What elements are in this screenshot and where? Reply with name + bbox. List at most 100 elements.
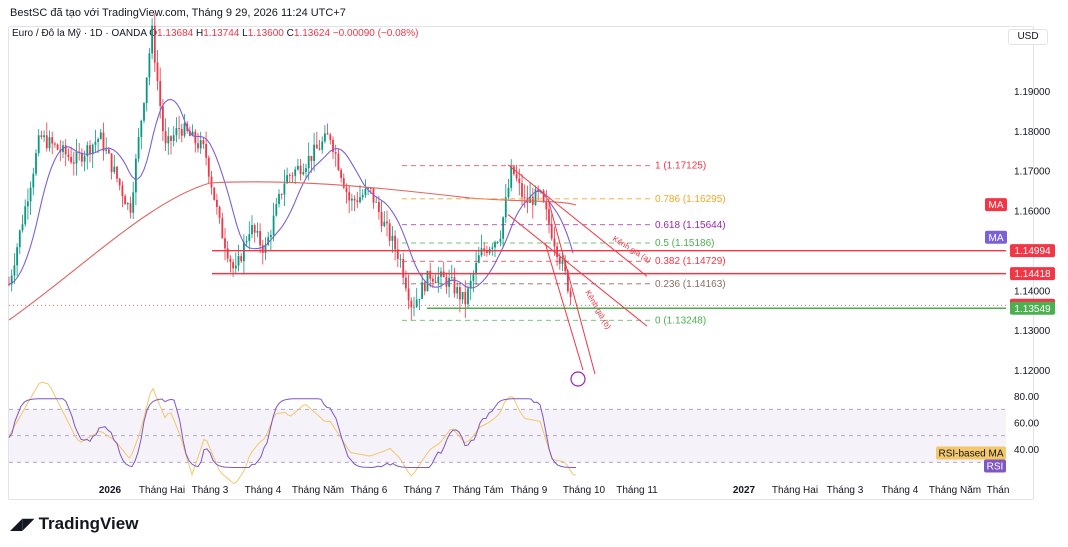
candle-body [405, 277, 407, 289]
price-axis-label-box [1010, 267, 1055, 281]
candle-body [388, 223, 391, 241]
time-tick-label: Tháng 6 [351, 485, 388, 496]
candle-body [553, 238, 556, 247]
candle-body [253, 225, 256, 233]
candle-body [35, 153, 37, 174]
rsi-tick-label: 80.00 [1014, 392, 1039, 403]
candle-body [280, 194, 283, 195]
tradingview-logo-icon: ◢◤ [10, 516, 35, 533]
candle-body [537, 189, 540, 192]
candle-body [523, 197, 526, 198]
candle-body [116, 166, 118, 179]
candle-body [278, 194, 280, 205]
candle-body [467, 288, 469, 305]
candle-body [140, 120, 143, 138]
candle-body [469, 280, 472, 289]
symbol-name[interactable]: Euro / Đô la Mỹ · 1D · OANDA [12, 28, 147, 39]
price-axis-label-text: MA [989, 233, 1004, 244]
candle-body [37, 135, 40, 154]
candle-body [159, 80, 162, 107]
candle-body [442, 271, 445, 278]
candle-body [135, 158, 137, 193]
currency-button[interactable]: USD [1008, 29, 1048, 45]
candle-body [418, 298, 421, 300]
candle-body [545, 201, 548, 210]
candle-body [477, 255, 480, 263]
candle-body [56, 144, 59, 150]
time-tick-label: Tháng 3 [827, 485, 864, 496]
price-tick-label: 1.12000 [1014, 366, 1051, 377]
candle-body [464, 291, 467, 305]
candle-body [40, 135, 43, 138]
time-tick-label: Tháng Hai [139, 485, 185, 496]
candle-body [70, 157, 72, 163]
candle-body [180, 129, 183, 136]
fib-level-label: 0.382 (1.14729) [655, 256, 726, 267]
high-label: H [195, 28, 204, 39]
candle-body [102, 132, 105, 151]
candle-body [207, 157, 210, 177]
candle-body [367, 188, 369, 189]
candle-body [16, 247, 18, 266]
candle-body [310, 155, 313, 161]
candle-body [283, 183, 286, 195]
candle-body [24, 206, 27, 225]
candle-body [275, 204, 278, 216]
candle-body [391, 235, 394, 241]
candle-body [450, 277, 453, 279]
candle-body [486, 250, 488, 254]
candle-body [491, 247, 494, 249]
candle-body [461, 291, 464, 300]
candle-body [321, 141, 324, 150]
fib-level-label: 0.236 (1.14163) [655, 279, 726, 290]
candle-body [337, 153, 340, 170]
channel-a-label: Kênh giá (a) [611, 234, 653, 265]
candle-body [459, 287, 461, 300]
candle-body [110, 153, 113, 173]
candle-body [567, 270, 569, 292]
candle-body [502, 217, 504, 239]
candle-body [353, 198, 356, 201]
rsi-axis-label-text: RSI [987, 462, 1004, 473]
candle-body [410, 300, 413, 308]
candle-body [178, 128, 180, 130]
candle-body [221, 218, 224, 239]
candle-body [305, 168, 307, 173]
price-axis-label-text: 1.13549 [1014, 304, 1051, 315]
candle-body [496, 241, 499, 243]
candle-body [302, 172, 305, 175]
candle-body [348, 192, 351, 201]
price-axis-label-text: MA [989, 200, 1004, 211]
candle-body [434, 281, 437, 284]
time-tick-label: Tháng 7 [404, 485, 441, 496]
channel-b-lower [544, 242, 584, 371]
candle-body [81, 152, 83, 162]
candle-body [429, 270, 432, 279]
candle-body [369, 188, 372, 189]
rsi-line [8, 398, 576, 469]
tradingview-logo[interactable]: ◢◤ TradingView [10, 514, 138, 536]
candle-body [148, 53, 151, 78]
candle-body [288, 175, 291, 176]
candle-body [413, 306, 415, 308]
candle-body [172, 135, 175, 141]
candle-body [248, 234, 251, 241]
candle-body [518, 178, 521, 184]
price-axis-label-box [1010, 301, 1055, 315]
candle-body [453, 277, 456, 294]
candle-body [29, 187, 32, 202]
candle-body [564, 259, 567, 271]
candle-body [356, 200, 359, 203]
change-value: −0.00090 (−0.08%) [332, 28, 419, 39]
candle-body [421, 282, 423, 299]
chart-frame[interactable] [8, 26, 1034, 500]
candle-body [232, 262, 234, 269]
candle-body [480, 248, 483, 256]
candle-body [415, 299, 418, 307]
candle-body [86, 145, 89, 157]
price-tick-label: 1.13000 [1014, 326, 1051, 337]
candle-body [113, 166, 116, 173]
candle-body [256, 230, 259, 233]
candle-body [64, 145, 67, 155]
